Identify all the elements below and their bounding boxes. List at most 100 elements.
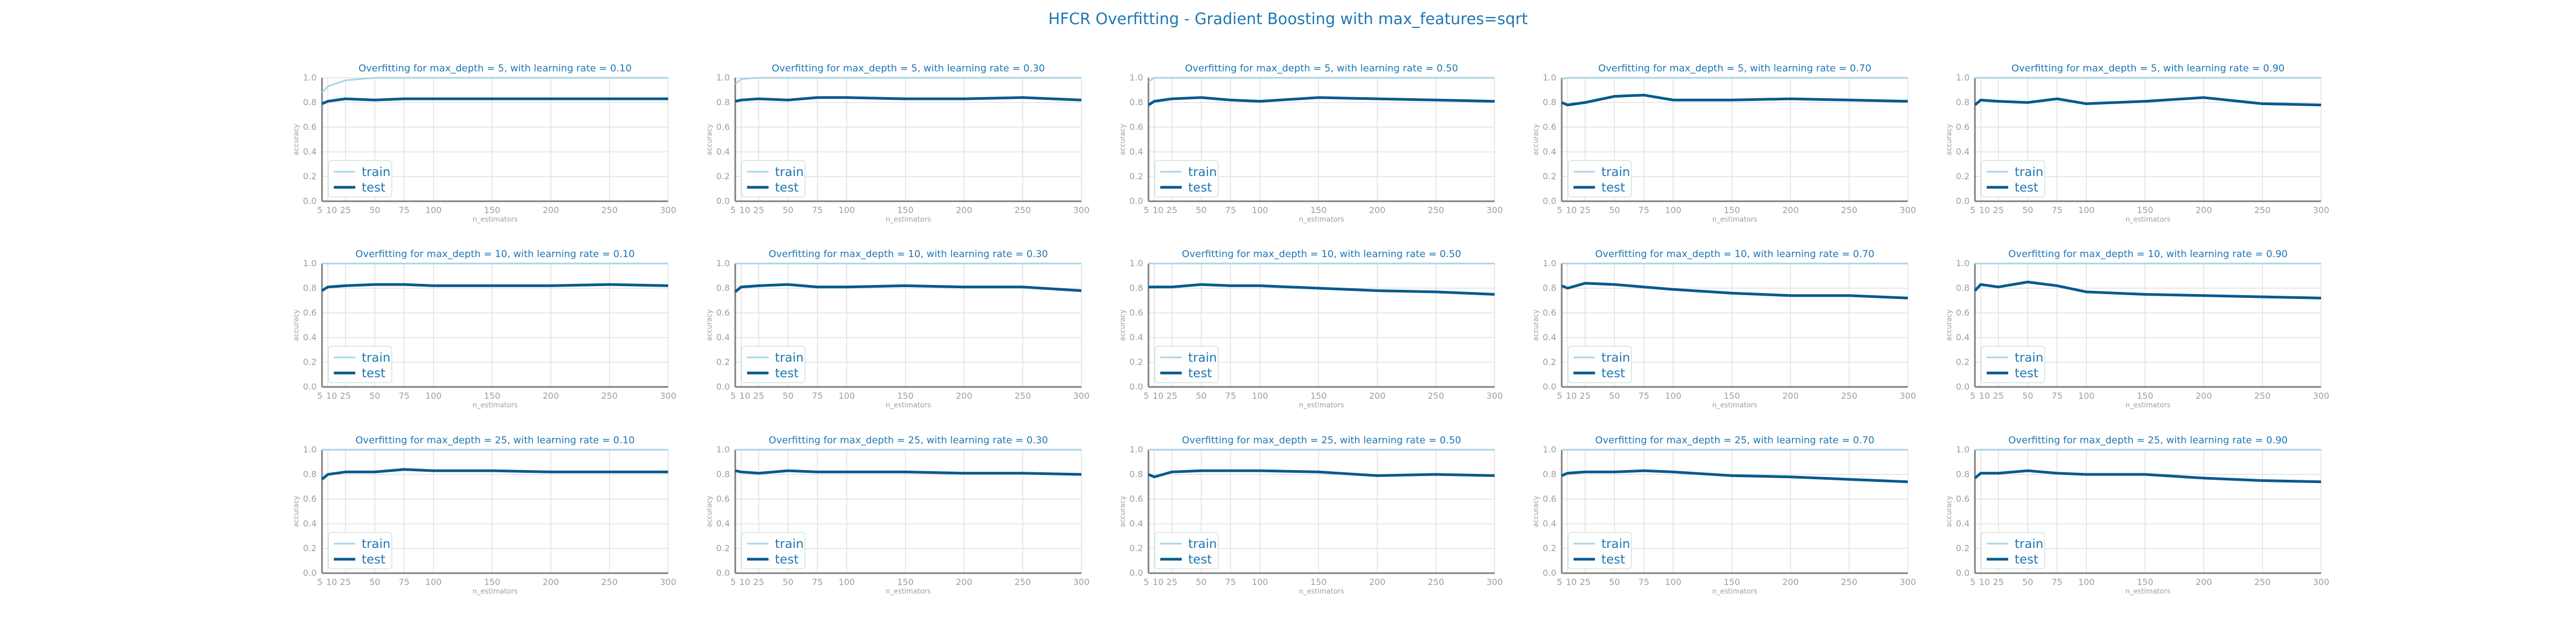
x-tick-label: 100 — [1252, 577, 1268, 587]
legend-label-train: train — [1188, 165, 1217, 179]
y-axis-label: accuracy — [706, 309, 714, 341]
y-tick-label: 0.2 — [303, 357, 317, 367]
x-tick-label: 100 — [1665, 577, 1681, 587]
y-tick-label: 1.0 — [1543, 444, 1556, 455]
x-tick-label: 50 — [782, 577, 793, 587]
y-tick-label: 0.6 — [716, 494, 730, 504]
x-axis-label: n_estimators — [2125, 216, 2170, 224]
x-tick-label: 150 — [484, 577, 501, 587]
y-tick-label: 1.0 — [303, 258, 317, 268]
x-tick-label: 300 — [1900, 391, 1916, 401]
x-axis-label: n_estimators — [472, 216, 517, 224]
y-tick-label: 0.0 — [1543, 196, 1556, 206]
x-tick-label: 75 — [2052, 391, 2062, 401]
x-tick-label: 5 — [317, 205, 323, 215]
y-tick-label: 0.0 — [716, 382, 730, 392]
x-tick-label: 10 — [1153, 391, 1163, 401]
y-tick-label: 0.8 — [716, 469, 730, 479]
x-tick-label: 100 — [1665, 391, 1681, 401]
y-tick-label: 0.4 — [1956, 147, 1970, 157]
x-tick-label: 50 — [2022, 391, 2033, 401]
x-tick-label: 25 — [753, 577, 764, 587]
subplot: 5 10 25 50 75 100 150 200 250 3000.00.20.40.60.81… — [706, 435, 1089, 596]
x-tick-label: 200 — [956, 391, 972, 401]
x-axis-label: n_estimators — [885, 588, 931, 596]
x-tick-label: 50 — [2022, 205, 2033, 215]
y-tick-label: 0.6 — [1543, 122, 1556, 132]
x-tick-label: 100 — [838, 577, 855, 587]
x-tick-label: 200 — [2196, 205, 2212, 215]
y-tick-label: 0.2 — [1543, 357, 1556, 367]
y-tick-label: 1.0 — [1956, 72, 1970, 83]
subplot-title: Overfitting for max_depth = 5, with lear… — [772, 63, 1045, 74]
series-line-test — [321, 468, 668, 481]
y-tick-label: 0.0 — [1130, 382, 1143, 392]
series-line-test — [735, 96, 1082, 103]
subplot: 5 10 25 50 75 100 150 200 250 3000.00.20.40.60.81… — [1532, 248, 1916, 409]
x-tick-label: 50 — [2022, 577, 2033, 587]
x-tick-label: 200 — [2196, 577, 2212, 587]
x-tick-label: 25 — [1993, 577, 2004, 587]
x-tick-label: 100 — [1252, 391, 1268, 401]
y-axis-label: accuracy — [1945, 495, 1953, 527]
subplot-title: Overfitting for max_depth = 10, with lea… — [769, 248, 1048, 260]
subplot: 5 10 25 50 75 100 150 200 250 3000.00.20.40.60.81… — [1119, 248, 1503, 409]
y-tick-label: 0.4 — [1130, 332, 1143, 342]
y-tick-label: 0.6 — [1130, 494, 1143, 504]
x-tick-label: 75 — [399, 391, 409, 401]
x-tick-label: 10 — [740, 205, 750, 215]
y-axis-label: accuracy — [292, 309, 301, 341]
x-tick-label: 50 — [369, 391, 380, 401]
legend-label-train: train — [2015, 165, 2044, 179]
y-tick-label: 0.6 — [1130, 308, 1143, 318]
legend-label-train: train — [2015, 537, 2044, 551]
x-tick-label: 300 — [1487, 577, 1503, 587]
y-tick-label: 0.4 — [303, 518, 317, 529]
y-tick-label: 0.2 — [1543, 171, 1556, 181]
series-line-test — [1561, 469, 1908, 484]
y-tick-label: 0.6 — [716, 122, 730, 132]
subplot-title: Overfitting for max_depth = 10, with lea… — [2008, 248, 2288, 260]
x-tick-label: 5 — [1144, 577, 1149, 587]
x-tick-label: 10 — [1566, 577, 1577, 587]
x-tick-label: 150 — [1311, 205, 1327, 215]
x-tick-label: 300 — [2313, 577, 2330, 587]
legend-label-test: test — [1188, 367, 1212, 380]
x-tick-label: 150 — [897, 577, 914, 587]
x-tick-label: 50 — [1609, 205, 1620, 215]
subplot: 5 10 25 50 75 100 150 200 250 3000.00.20.40.60.81… — [292, 435, 676, 596]
legend-label-train: train — [775, 351, 804, 365]
y-axis-label: accuracy — [1532, 495, 1540, 527]
x-tick-label: 5 — [730, 391, 736, 401]
x-tick-label: 50 — [1196, 391, 1206, 401]
x-tick-label: 300 — [2313, 205, 2330, 215]
x-tick-label: 150 — [2137, 577, 2154, 587]
y-tick-label: 1.0 — [1543, 72, 1556, 83]
y-tick-label: 0.8 — [1130, 469, 1143, 479]
x-tick-label: 250 — [1014, 391, 1031, 401]
x-tick-label: 5 — [317, 391, 323, 401]
x-tick-label: 100 — [838, 205, 855, 215]
x-axis-label: n_estimators — [472, 588, 517, 596]
y-tick-label: 0.0 — [716, 568, 730, 578]
y-tick-label: 0.8 — [1130, 283, 1143, 293]
legend-label-test: test — [1601, 181, 1625, 195]
y-axis-label: accuracy — [292, 495, 301, 527]
x-tick-label: 150 — [484, 391, 501, 401]
x-tick-label: 150 — [1311, 391, 1327, 401]
y-tick-label: 0.0 — [303, 382, 317, 392]
legend-label-test: test — [1188, 553, 1212, 567]
y-tick-label: 0.2 — [1543, 543, 1556, 553]
y-tick-label: 0.4 — [1956, 332, 1970, 342]
y-axis-label: accuracy — [1945, 123, 1953, 155]
y-tick-label: 0.0 — [1956, 196, 1970, 206]
x-tick-label: 50 — [782, 205, 793, 215]
x-tick-label: 25 — [1580, 391, 1591, 401]
x-tick-label: 5 — [1144, 205, 1149, 215]
x-tick-label: 10 — [1566, 205, 1577, 215]
subplot: 5 10 25 50 75 100 150 200 250 3000.00.20.40.60.81… — [1119, 63, 1503, 224]
subplot: 5 10 25 50 75 100 150 200 250 3000.00.20.40.60.81… — [1532, 63, 1916, 224]
x-axis-label: n_estimators — [2125, 401, 2170, 409]
x-tick-label: 75 — [399, 577, 409, 587]
subplot: 5 10 25 50 75 100 150 200 250 3000.00.20.40.60.81… — [1945, 248, 2329, 409]
